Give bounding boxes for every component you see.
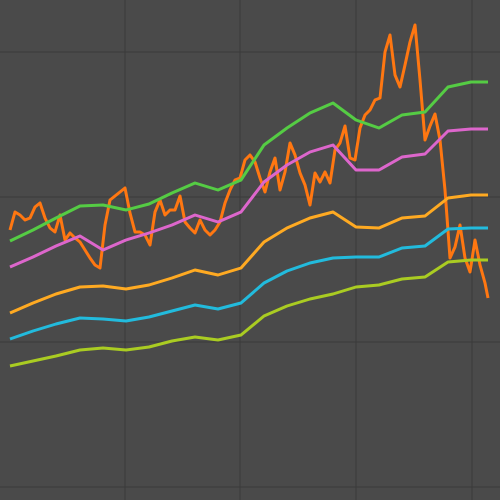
data-line	[9, 80, 488, 243]
data-line	[9, 258, 488, 368]
data-line	[8, 23, 490, 299]
data-line	[9, 193, 488, 315]
data-line	[9, 127, 488, 269]
data-line	[9, 226, 488, 341]
